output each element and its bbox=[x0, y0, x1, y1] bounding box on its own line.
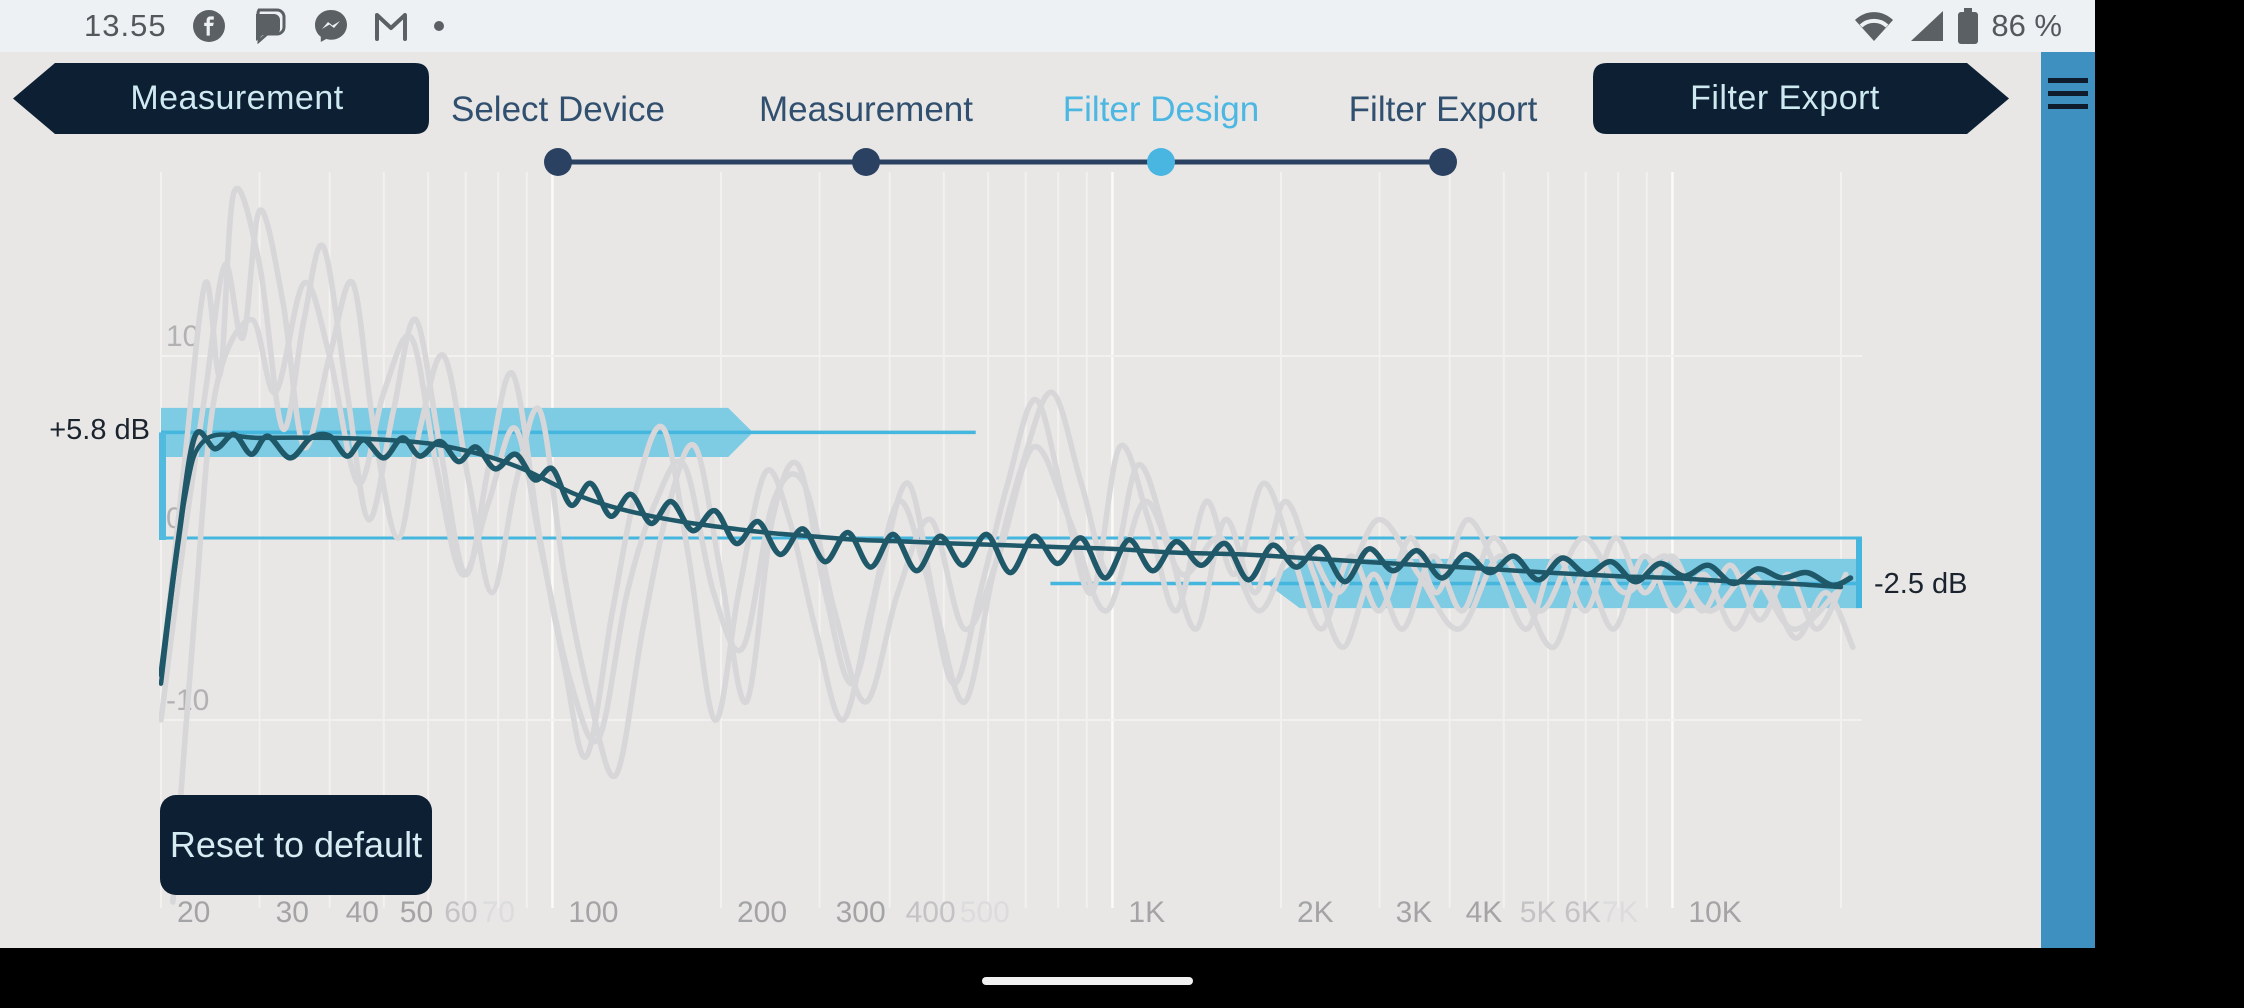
svg-text:6K: 6K bbox=[1564, 896, 1601, 929]
step-filter-export[interactable]: Filter Export bbox=[1348, 90, 1538, 129]
response-curves bbox=[159, 185, 1856, 905]
right-arrow-shape bbox=[1593, 63, 2009, 134]
gmail-icon bbox=[373, 9, 409, 43]
notification-dot bbox=[433, 20, 445, 32]
app-area: 10 0 -10 20 30 40 50 60 70 100 200 300 400 500 1K 2K 3K 4… bbox=[0, 52, 2095, 948]
status-bar: 13.55 bbox=[0, 0, 2095, 52]
forward-button-label: Filter Export bbox=[1690, 79, 1880, 117]
back-measurement-button[interactable]: Measurement bbox=[11, 63, 429, 134]
svg-text:100: 100 bbox=[568, 896, 618, 929]
side-menu-strip[interactable] bbox=[2041, 52, 2095, 948]
raw-measurement-3 bbox=[170, 280, 1839, 905]
svg-text:10K: 10K bbox=[1688, 896, 1741, 929]
svg-text:30: 30 bbox=[276, 896, 309, 929]
menu-icon[interactable] bbox=[2048, 78, 2088, 111]
filtered-response bbox=[159, 432, 1844, 686]
svg-text:5K: 5K bbox=[1520, 896, 1557, 929]
svg-text:500: 500 bbox=[960, 896, 1010, 929]
svg-text:200: 200 bbox=[737, 896, 787, 929]
svg-text:400: 400 bbox=[906, 896, 956, 929]
svg-text:300: 300 bbox=[836, 896, 886, 929]
svg-text:2K: 2K bbox=[1297, 896, 1334, 929]
svg-text:20: 20 bbox=[177, 896, 210, 929]
svg-text:70: 70 bbox=[482, 896, 515, 929]
clock: 13.55 bbox=[84, 8, 167, 43]
stepper-dot-2[interactable] bbox=[852, 148, 880, 176]
svg-text:3K: 3K bbox=[1396, 896, 1433, 929]
stepper-dot-3[interactable] bbox=[1147, 148, 1175, 176]
left-arrow-shape bbox=[13, 63, 429, 134]
step-measurement[interactable]: Measurement bbox=[759, 90, 973, 129]
home-indicator[interactable] bbox=[982, 977, 1193, 985]
reset-to-default-button[interactable]: Reset to default bbox=[160, 795, 432, 895]
back-button-label: Measurement bbox=[130, 79, 344, 117]
svg-text:1K: 1K bbox=[1128, 896, 1165, 929]
wizard-stepper bbox=[544, 148, 1457, 176]
svg-text:40: 40 bbox=[346, 896, 379, 929]
system-nav-bar bbox=[0, 948, 2244, 1008]
right-gain-value: -2.5 dB bbox=[1874, 568, 1968, 600]
svg-text:60: 60 bbox=[444, 896, 477, 929]
svg-text:50: 50 bbox=[400, 896, 433, 929]
wifi-icon bbox=[1853, 9, 1895, 43]
step-filter-design[interactable]: Filter Design bbox=[1062, 90, 1260, 129]
messages-icon bbox=[251, 8, 289, 44]
battery-icon bbox=[1957, 7, 1979, 45]
battery-percentage: 86 % bbox=[1991, 8, 2062, 43]
forward-filter-export-button[interactable]: Filter Export bbox=[1593, 63, 2011, 134]
svg-text:4K: 4K bbox=[1466, 896, 1503, 929]
cellular-icon bbox=[1907, 9, 1945, 43]
x-axis-labels: 20 30 40 50 60 70 100 200 300 400 500 1K 2K 3K 4K 5K 6K 7… bbox=[177, 896, 1742, 929]
stepper-dot-4[interactable] bbox=[1429, 148, 1457, 176]
messenger-icon bbox=[313, 8, 349, 44]
stepper-dot-1[interactable] bbox=[544, 148, 572, 176]
facebook-icon bbox=[191, 8, 227, 44]
svg-text:7K: 7K bbox=[1602, 896, 1639, 929]
left-gain-value: +5.8 dB bbox=[49, 414, 150, 446]
smoothed-measurement bbox=[159, 429, 1854, 678]
raw-measurement-2 bbox=[159, 207, 1856, 780]
step-select-device[interactable]: Select Device bbox=[451, 90, 665, 129]
